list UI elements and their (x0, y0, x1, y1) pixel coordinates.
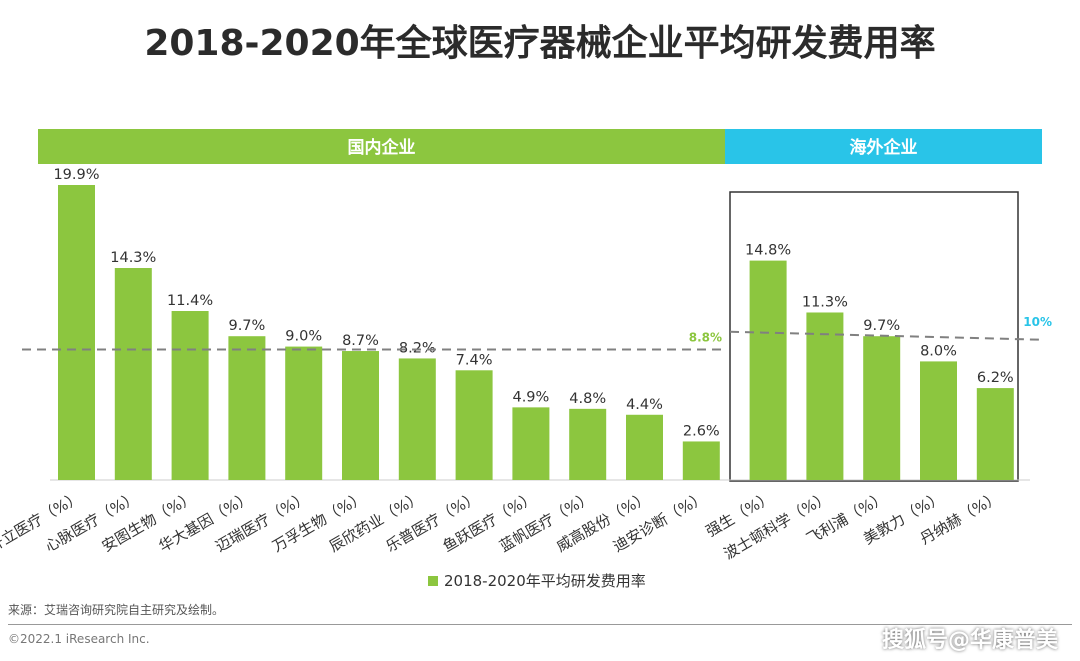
bar (749, 260, 787, 480)
reference-label-overseas: 10% (1023, 315, 1052, 329)
bar (682, 441, 720, 480)
copyright: ©2022.1 iResearch Inc. (8, 632, 150, 646)
data-label: 9.7% (228, 318, 265, 334)
data-label: 9.0% (285, 329, 322, 345)
data-label: 8.7% (342, 333, 379, 349)
legend-label: 2018-2020年平均研发费用率 (444, 572, 646, 590)
bar (342, 351, 379, 480)
legend: 2018-2020年平均研发费用率 (428, 570, 646, 591)
data-label: 7.4% (456, 352, 493, 368)
bar (920, 361, 957, 480)
bar (569, 408, 607, 480)
data-label: 11.4% (167, 293, 213, 309)
bar (58, 185, 95, 480)
reference-label-domestic: 8.8% (689, 331, 722, 345)
data-label: 4.9% (512, 389, 549, 405)
segment-header-overseas (725, 129, 1042, 164)
data-label: 11.3% (802, 294, 848, 310)
data-label: 14.8% (745, 243, 791, 259)
data-label: 4.4% (626, 397, 663, 413)
bar (626, 414, 663, 480)
bar (398, 358, 436, 480)
data-label: 6.2% (977, 370, 1014, 386)
data-label: 14.3% (110, 250, 156, 266)
data-label: 8.2% (399, 340, 436, 356)
bar (863, 336, 901, 480)
overseas-highlight-box (729, 191, 1019, 482)
data-label: 4.8% (569, 391, 606, 407)
footer-divider (8, 624, 1072, 625)
bar (285, 346, 323, 480)
data-label: 9.7% (863, 318, 900, 334)
data-label: 2.6% (683, 423, 720, 439)
bar (114, 268, 152, 480)
bar (228, 336, 266, 480)
source-note: 来源：艾瑞咨询研究院自主研究及绘制。 (8, 603, 225, 617)
watermark: 搜狐号@华康普美 (882, 628, 1059, 653)
bar-chart: 国内企业 海外企业19.9%开立医疗（%）14.3%心脉医疗（%）11.4%安图生… (0, 129, 1052, 563)
bar (976, 388, 1014, 480)
legend-swatch (428, 575, 438, 586)
bar (455, 370, 493, 480)
data-label: 19.9% (53, 167, 99, 183)
data-label: 8.0% (920, 343, 957, 359)
segment-header-domestic (38, 129, 725, 164)
segment-label-domestic: 国内企业 (348, 137, 416, 158)
bar (171, 311, 209, 480)
chart-title: 2018-2020年全球医疗器械企业平均研发费用率 (144, 23, 936, 64)
reference-line-overseas (729, 330, 1043, 341)
segment-label-overseas: 海外企业 (850, 137, 918, 158)
bar (512, 407, 550, 480)
bar (806, 312, 844, 480)
